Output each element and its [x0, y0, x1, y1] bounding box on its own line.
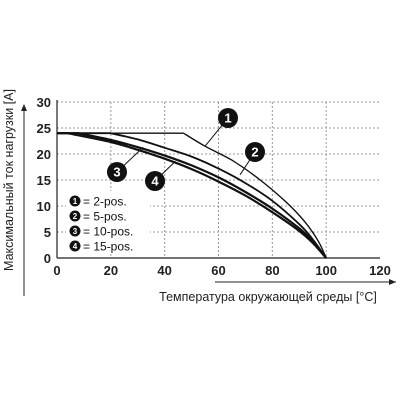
- y-tick-label: 20: [37, 147, 51, 162]
- y-tick-label: 15: [37, 173, 51, 188]
- series-markers: 1 2 3 4: [107, 108, 265, 191]
- x-tick-label: 0: [53, 263, 60, 278]
- x-tick-label: 60: [211, 263, 225, 278]
- legend-marker-2: [69, 210, 81, 222]
- series-line-4: [57, 132, 328, 259]
- callout-marker-label: 4: [151, 174, 159, 189]
- callout-marker-4: [145, 171, 165, 191]
- x-axis-label: Температура окружающей среды [°C]: [159, 290, 377, 304]
- legend-marker-label: 4: [73, 242, 78, 251]
- legend-entry-2: = 5-pos.: [83, 210, 127, 224]
- legend: 1 = 2-pos. 2 = 5-pos. 3 = 10-pos. 4 = 15-pos.: [66, 191, 150, 254]
- callout-marker-1: [218, 108, 238, 128]
- x-tick-label: 100: [315, 263, 337, 278]
- y-tick-label: 5: [44, 225, 51, 240]
- series-line-1: [57, 132, 327, 259]
- x-tick-label: 120: [369, 263, 391, 278]
- legend-entry-3: = 10-pos.: [83, 225, 133, 239]
- callout-marker-label: 1: [224, 111, 231, 126]
- legend-marker-3: [69, 225, 81, 237]
- legend-marker-label: 1: [73, 197, 78, 206]
- y-tick-label: 25: [37, 121, 51, 136]
- legend-entry-4: = 15-pos.: [83, 240, 133, 254]
- x-tick-label: 40: [157, 263, 171, 278]
- y-axis-arrowhead: [21, 104, 27, 111]
- x-axis-arrowhead: [389, 279, 396, 285]
- legend-marker-label: 2: [73, 212, 78, 221]
- y-tick-label: 10: [37, 199, 51, 214]
- series-lines: [57, 132, 328, 259]
- callout-marker-label: 2: [251, 145, 258, 160]
- legend-marker-label: 3: [73, 227, 78, 236]
- series-line-2: [57, 132, 327, 259]
- y-tick-label: 30: [37, 95, 51, 110]
- legend-entry-1: = 2-pos.: [83, 195, 127, 209]
- callout-marker-3: [107, 162, 127, 182]
- x-tick-label: 20: [104, 263, 118, 278]
- x-tick-label: 80: [265, 263, 279, 278]
- callout-marker-2: [245, 142, 265, 162]
- legend-marker-1: [69, 195, 81, 207]
- callout-marker-label: 3: [113, 165, 120, 180]
- legend-marker-4: [69, 240, 81, 252]
- y-tick-label: 0: [44, 251, 51, 266]
- series-line-3: [57, 132, 328, 259]
- y-axis-label: Максимальный ток нагрузки [A]: [2, 89, 16, 271]
